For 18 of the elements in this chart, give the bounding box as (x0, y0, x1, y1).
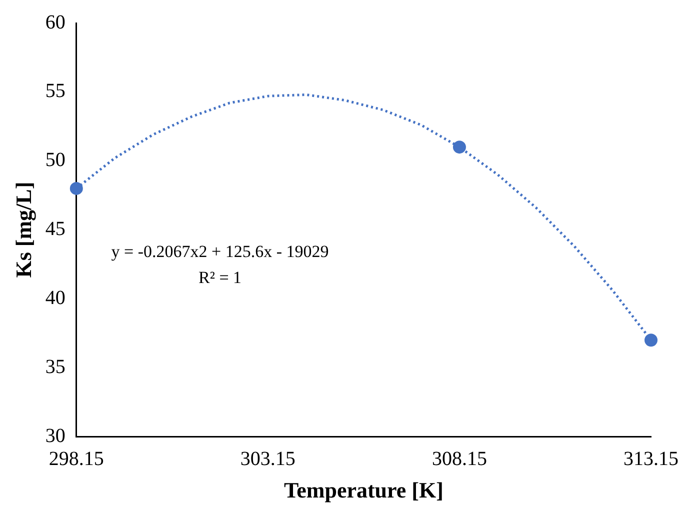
annotation: R² = 1 (198, 268, 242, 288)
x-tick-label: 308.15 (432, 448, 487, 470)
x-tick-label: 303.15 (240, 448, 296, 470)
y-tick-label: 50 (45, 149, 66, 172)
point (644, 334, 658, 347)
y-tick-label: 60 (45, 11, 66, 34)
y-tick-label: 55 (45, 80, 66, 102)
y-tick-label: 45 (45, 218, 66, 240)
point (70, 182, 83, 195)
x-tick-label: 313.15 (624, 448, 678, 470)
annotation: y = -0.2067x2 + 125.6x - 19029 (111, 242, 329, 262)
y-axis-title: Ks [mg/L] (10, 182, 36, 278)
x-axis-title: Temperature [K] (284, 477, 444, 502)
y-tick-label: 35 (45, 356, 66, 378)
x-tick-label: 298.15 (48, 448, 104, 470)
y-tick-label: 30 (45, 424, 66, 447)
point (452, 140, 466, 154)
y-tick-label: 40 (45, 286, 66, 309)
